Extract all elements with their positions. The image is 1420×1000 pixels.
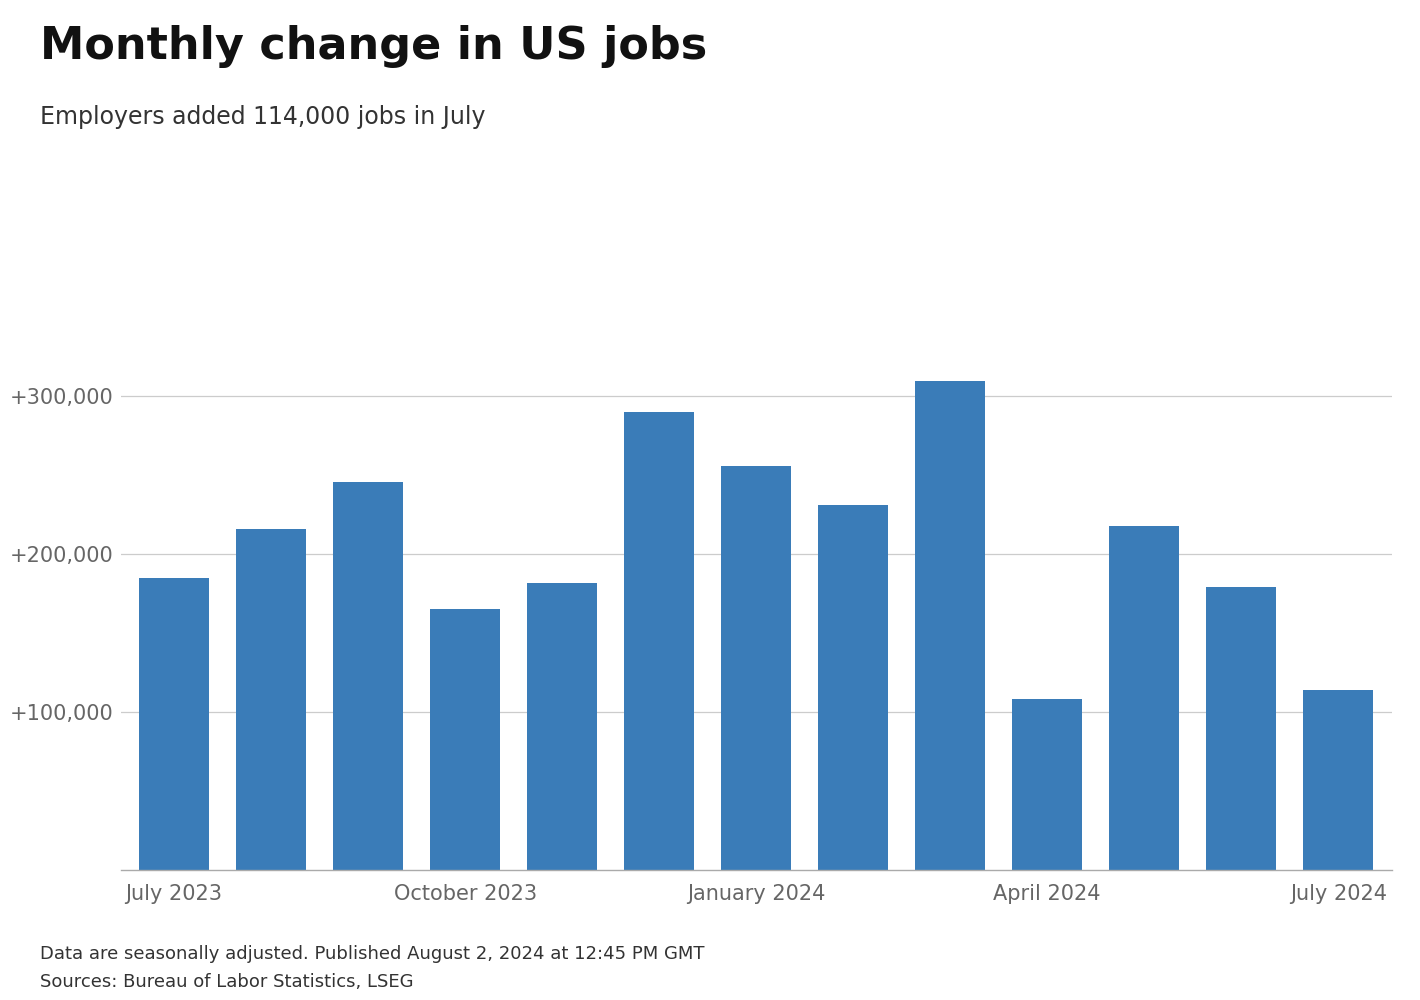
Text: Data are seasonally adjusted. Published August 2, 2024 at 12:45 PM GMT: Data are seasonally adjusted. Published … — [40, 945, 704, 963]
Bar — [430, 609, 500, 870]
Bar — [625, 412, 694, 870]
Bar — [527, 583, 596, 870]
Bar — [916, 381, 985, 870]
Bar — [139, 578, 209, 870]
Bar — [1207, 587, 1277, 870]
Bar — [334, 482, 403, 870]
Text: Employers added 114,000 jobs in July: Employers added 114,000 jobs in July — [40, 105, 486, 129]
Bar — [236, 529, 305, 870]
Text: Sources: Bureau of Labor Statistics, LSEG: Sources: Bureau of Labor Statistics, LSE… — [40, 973, 413, 991]
Bar — [818, 505, 888, 870]
Bar — [721, 466, 791, 870]
Bar — [1012, 699, 1082, 870]
Bar — [1304, 690, 1373, 870]
Bar — [1109, 526, 1179, 870]
Text: Monthly change in US jobs: Monthly change in US jobs — [40, 25, 707, 68]
